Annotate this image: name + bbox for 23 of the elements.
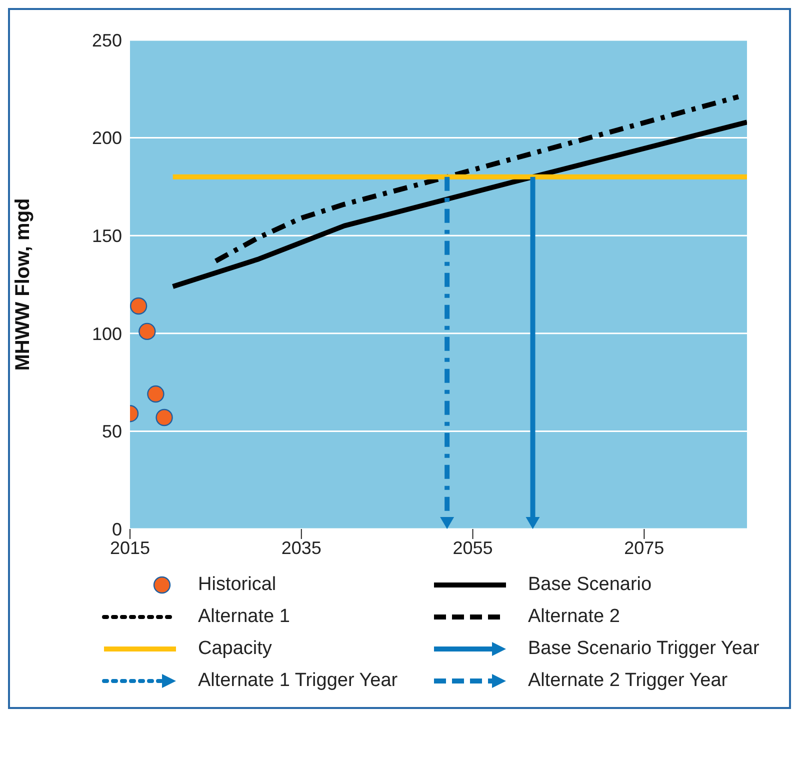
y-tick-label: 250: [92, 30, 122, 50]
legend-label: Historical: [198, 574, 276, 596]
point: [138, 322, 156, 340]
x-tick-label: 2035: [281, 538, 322, 558]
x-tick-label: 2055: [452, 538, 493, 558]
y-tick-label: 150: [92, 226, 122, 246]
legend-label: Capacity: [198, 638, 272, 660]
legend-label: Base Scenario Trigger Year: [528, 638, 760, 660]
point: [130, 297, 148, 315]
legend-label: Base Scenario: [528, 574, 652, 596]
point: [147, 385, 164, 403]
x-tick-label: 2075: [624, 538, 664, 558]
legend-label: Alternate 2: [528, 606, 620, 628]
y-tick-label: 50: [102, 422, 122, 442]
y-tick-label: 200: [92, 128, 122, 148]
text: Alternate 1 Trigger Year: [198, 670, 398, 691]
point: [156, 408, 173, 426]
y-tick-label: 100: [92, 324, 122, 344]
y-tick-label: 0: [112, 519, 122, 540]
y-axis-title: MHWW Flow, mgd: [12, 198, 34, 371]
legend-label: Alternate 1: [198, 606, 290, 628]
legend-label: Alternate 2 Trigger Year: [528, 670, 728, 692]
x-tick-label: 2015: [110, 538, 150, 558]
